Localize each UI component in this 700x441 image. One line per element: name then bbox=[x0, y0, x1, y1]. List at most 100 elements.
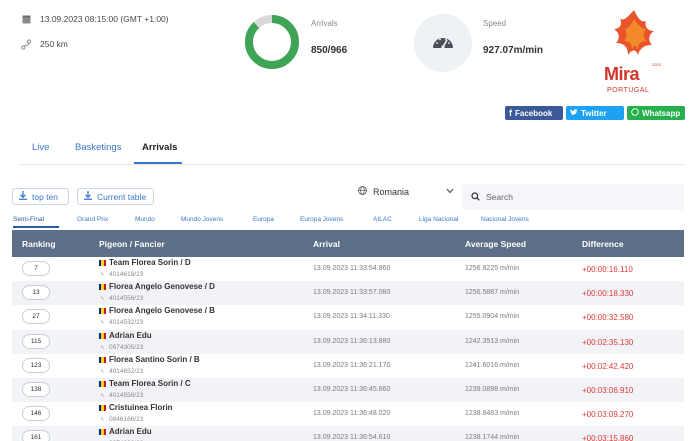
tab-arrivals[interactable]: Arrivals bbox=[142, 142, 178, 153]
ring-number: 4014556/23 bbox=[109, 295, 144, 303]
rank-badge: 146 bbox=[22, 406, 50, 422]
subtab-semi-final[interactable]: Semi-Final bbox=[13, 216, 45, 223]
datetime-text: 13.09.2023 08:15:00 (GMT +1:00) bbox=[40, 14, 169, 24]
twitter-icon bbox=[570, 108, 578, 118]
romania-flag-icon bbox=[99, 381, 106, 387]
table-row[interactable]: 27 Florea Angelo Genovese / B ➴ 4014532/23 1… bbox=[12, 305, 684, 329]
search-box[interactable] bbox=[462, 184, 684, 210]
table-row[interactable]: 138 Team Florea Sorin / C ➴ 4014558/23 13.09… bbox=[12, 378, 684, 402]
rank-badge: 123 bbox=[22, 357, 50, 373]
tab-live[interactable]: Live bbox=[32, 142, 50, 153]
download-top-ten-button[interactable]: top ten bbox=[12, 188, 69, 205]
fancier-name[interactable]: Adrian Edu bbox=[109, 427, 152, 437]
country-value: Romania bbox=[373, 186, 410, 197]
rank-badge: 7 bbox=[22, 261, 50, 276]
arrival-time: 13.09.2023 11:36:48.020 bbox=[313, 410, 391, 418]
table-row[interactable]: 146 Cristuinea Florin ➴ 0846166/23 13.09.202… bbox=[12, 402, 684, 426]
rank-badge: 138 bbox=[22, 382, 50, 397]
arrival-time: 13.09.2023 11:33:54.860 bbox=[313, 265, 391, 272]
subtab-nacional-jovens[interactable]: Nacional Jovens bbox=[481, 216, 529, 223]
average-speed: 1241.6016 m/min bbox=[465, 361, 520, 369]
romania-flag-icon bbox=[99, 405, 106, 412]
logo-year: 2023 bbox=[652, 62, 661, 67]
subtab-liga-nacional[interactable]: Liga Nacional bbox=[419, 216, 459, 223]
whatsapp-share-button[interactable]: Whatsapp bbox=[627, 106, 685, 120]
search-input[interactable] bbox=[486, 192, 666, 202]
arrival-time: 13.09.2023 11:36:54.610 bbox=[313, 434, 391, 441]
fancier-name[interactable]: Cristuinea Florin bbox=[109, 403, 173, 413]
subtab-grand-prix[interactable]: Grand Prix bbox=[77, 216, 109, 223]
results-table-header: Ranking Pigeon / Fancier Arrival Average… bbox=[12, 230, 684, 257]
arrival-time: 13.09.2023 11:36:13.880 bbox=[313, 337, 391, 345]
whatsapp-label: Whatsapp bbox=[642, 108, 681, 118]
time-difference: +00:03:15.860 bbox=[582, 434, 634, 441]
romania-flag-icon bbox=[99, 429, 106, 436]
table-row[interactable]: 13 Florea Angelo Genovese / D ➴ 4014556/23 1… bbox=[12, 281, 684, 306]
logo-country: PORTUGAL bbox=[607, 87, 650, 94]
arrival-time: 13.09.2023 11:34:11.330 bbox=[313, 313, 390, 321]
header-pigeon-fancier[interactable]: Pigeon / Fancier bbox=[99, 239, 165, 249]
fancier-name[interactable]: Team Florea Sorin / D bbox=[109, 258, 191, 267]
arrival-time: 13.09.2023 11:33:57.080 bbox=[313, 289, 391, 297]
speed-value: 927.07m/min bbox=[483, 45, 544, 56]
subtab-mundo[interactable]: Mundo bbox=[135, 216, 155, 223]
subtab-europa[interactable]: Europa bbox=[253, 216, 274, 223]
fancier-name[interactable]: Team Florea Sorin / C bbox=[109, 379, 191, 388]
header-arrival[interactable]: Arrival bbox=[313, 239, 340, 249]
speedometer-badge bbox=[414, 14, 472, 72]
time-difference: +00:02:42.420 bbox=[582, 361, 634, 371]
time-difference: +00:03:06.910 bbox=[582, 386, 634, 395]
ring-number: 0974305/23 bbox=[109, 343, 144, 351]
subtab-mundo-jovens[interactable]: Mundo Jovens bbox=[181, 216, 224, 223]
average-speed: 1242.3513 m/min bbox=[465, 337, 520, 345]
arrivals-value: 850/966 bbox=[311, 45, 348, 56]
ring-number: 0846166/23 bbox=[109, 416, 144, 424]
table-row[interactable]: 115 Adrian Edu ➴ 0974305/23 13.09.2023 11:36… bbox=[12, 329, 684, 354]
country-select[interactable]: Romania bbox=[358, 186, 409, 197]
tabs-divider bbox=[20, 164, 685, 165]
romania-flag-icon bbox=[99, 308, 106, 315]
fancier-name[interactable]: Florea Angelo Genovese / D bbox=[109, 282, 215, 292]
active-subtab-indicator bbox=[13, 226, 59, 228]
subtab-ailac[interactable]: AILAC bbox=[373, 216, 392, 223]
tab-basketings[interactable]: Basketings bbox=[75, 142, 122, 153]
race-datetime: 13.09.2023 08:15:00 (GMT +1:00) bbox=[20, 13, 169, 25]
romania-flag-icon bbox=[99, 356, 106, 363]
header-average-speed[interactable]: Average Speed bbox=[465, 239, 527, 249]
twitter-share-button[interactable]: Twitter bbox=[566, 106, 624, 120]
fancier-name[interactable]: Florea Angelo Genovese / B bbox=[109, 306, 215, 316]
rank-badge: 13 bbox=[22, 285, 50, 301]
fancier-name[interactable]: Adrian Edu bbox=[109, 330, 152, 340]
mira-phoenix-logo bbox=[614, 10, 654, 55]
ring-number: 4014652/23 bbox=[109, 367, 144, 375]
calendar-icon bbox=[20, 13, 32, 25]
table-row[interactable]: 123 Florea Santino Sorin / B ➴ 4014652/23 13… bbox=[12, 354, 684, 378]
subtab-europa-jovens[interactable]: Europa Jovens bbox=[300, 216, 344, 223]
time-difference: +00:00:32.580 bbox=[582, 313, 634, 323]
average-speed: 1255.0904 m/min bbox=[465, 313, 520, 321]
chevron-down-icon[interactable] bbox=[446, 186, 454, 196]
logo-wordmark: Mira bbox=[604, 64, 640, 84]
facebook-share-button[interactable]: f Facebook bbox=[505, 106, 563, 120]
facebook-label: Facebook bbox=[515, 108, 553, 118]
ring-number: 4014558/23 bbox=[109, 392, 144, 399]
speedometer-icon bbox=[432, 32, 454, 55]
pigeon-icon: ➴ bbox=[100, 417, 106, 424]
route-icon bbox=[20, 38, 32, 50]
fancier-name[interactable]: Florea Santino Sorin / B bbox=[109, 354, 200, 364]
header-ranking[interactable]: Ranking bbox=[22, 239, 56, 249]
pigeon-icon: ➴ bbox=[100, 344, 106, 351]
time-difference: +00:03:09.270 bbox=[582, 410, 634, 420]
romania-flag-icon bbox=[99, 260, 106, 266]
arrival-time: 13.09.2023 11:36:21.170 bbox=[313, 361, 391, 369]
ring-number: 4014532/23 bbox=[109, 319, 144, 327]
download-current-table-button[interactable]: Current table bbox=[77, 188, 154, 205]
average-speed: 1238.8483 m/min bbox=[465, 410, 520, 418]
race-distance: 250 km bbox=[20, 38, 68, 50]
arrivals-label: Arrivals bbox=[311, 19, 338, 28]
download-icon bbox=[84, 191, 92, 202]
romania-flag-icon bbox=[99, 332, 106, 339]
table-row[interactable]: 7 Team Florea Sorin / D ➴ 4014618/23 13.09.2… bbox=[12, 257, 684, 281]
header-difference[interactable]: Difference bbox=[582, 239, 624, 249]
